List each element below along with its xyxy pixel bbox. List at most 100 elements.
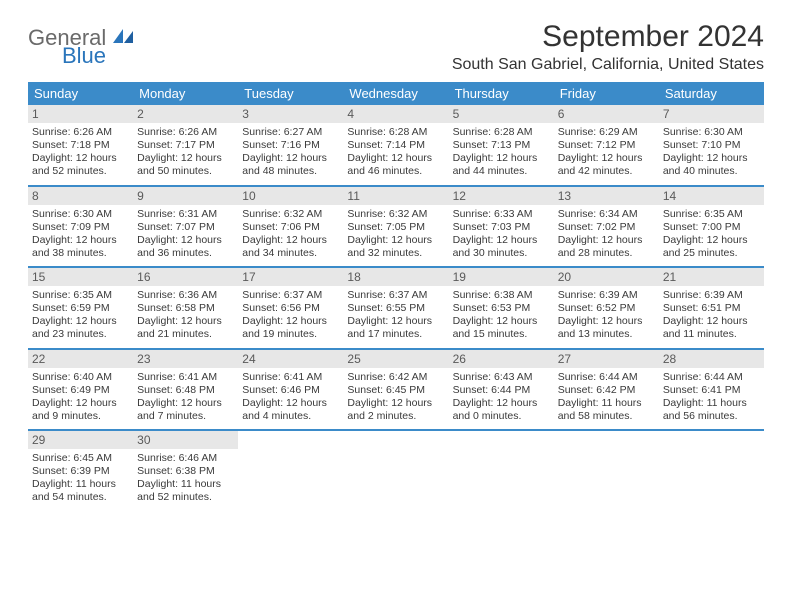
daylight-line: Daylight: 12 hours and 38 minutes.	[32, 234, 129, 260]
day-details: Sunrise: 6:38 AMSunset: 6:53 PMDaylight:…	[453, 289, 550, 342]
sunrise-line: Sunrise: 6:30 AM	[32, 208, 129, 221]
sunset-line: Sunset: 7:16 PM	[242, 139, 339, 152]
daylight-line: Daylight: 12 hours and 15 minutes.	[453, 315, 550, 341]
daylight-line: Daylight: 12 hours and 30 minutes.	[453, 234, 550, 260]
sunset-line: Sunset: 7:06 PM	[242, 221, 339, 234]
sunrise-line: Sunrise: 6:43 AM	[453, 371, 550, 384]
day-details: Sunrise: 6:39 AMSunset: 6:52 PMDaylight:…	[558, 289, 655, 342]
day-details: Sunrise: 6:44 AMSunset: 6:41 PMDaylight:…	[663, 371, 760, 424]
sunrise-line: Sunrise: 6:42 AM	[347, 371, 444, 384]
day-number: 21	[659, 268, 764, 286]
sunrise-line: Sunrise: 6:44 AM	[663, 371, 760, 384]
sunrise-line: Sunrise: 6:36 AM	[137, 289, 234, 302]
sunset-line: Sunset: 6:52 PM	[558, 302, 655, 315]
day-cell: 21Sunrise: 6:39 AMSunset: 6:51 PMDayligh…	[659, 268, 764, 348]
day-number: 26	[449, 350, 554, 368]
day-number: 28	[659, 350, 764, 368]
daylight-line: Daylight: 12 hours and 21 minutes.	[137, 315, 234, 341]
day-number: 11	[343, 187, 448, 205]
day-cell: 28 Sunrise: 6:44 AMSunset: 6:41 PMDayligh…	[659, 350, 764, 430]
weekday-header: Tuesday	[238, 82, 343, 105]
day-number: 17	[238, 268, 343, 286]
title-block: September 2024 South San Gabriel, Califo…	[452, 20, 764, 74]
day-number: 8	[28, 187, 133, 205]
day-number: 24	[238, 350, 343, 368]
daylight-line: Daylight: 12 hours and 19 minutes.	[242, 315, 339, 341]
daylight-line: Daylight: 12 hours and 28 minutes.	[558, 234, 655, 260]
daylight-line: Daylight: 12 hours and 42 minutes.	[558, 152, 655, 178]
sunset-line: Sunset: 6:55 PM	[347, 302, 444, 315]
sunrise-line: Sunrise: 6:39 AM	[663, 289, 760, 302]
day-details: Sunrise: 6:36 AMSunset: 6:58 PMDaylight:…	[137, 289, 234, 342]
day-details: Sunrise: 6:26 AMSunset: 7:17 PMDaylight:…	[137, 126, 234, 179]
day-number: 25	[343, 350, 448, 368]
day-details: Sunrise: 6:28 AMSunset: 7:14 PMDaylight:…	[347, 126, 444, 179]
weekday-header: Saturday	[659, 82, 764, 105]
calendar-grid: SundayMondayTuesdayWednesdayThursdayFrid…	[28, 82, 764, 511]
day-number: 19	[449, 268, 554, 286]
day-cell: 9 Sunrise: 6:31 AMSunset: 7:07 PMDaylight…	[133, 187, 238, 267]
day-cell: 4Sunrise: 6:28 AMSunset: 7:14 PMDaylight…	[343, 105, 448, 185]
day-details: Sunrise: 6:44 AMSunset: 6:42 PMDaylight:…	[558, 371, 655, 424]
sunrise-line: Sunrise: 6:41 AM	[242, 371, 339, 384]
day-details: Sunrise: 6:35 AMSunset: 7:00 PMDaylight:…	[663, 208, 760, 261]
sunrise-line: Sunrise: 6:26 AM	[32, 126, 129, 139]
sunrise-line: Sunrise: 6:35 AM	[32, 289, 129, 302]
sunset-line: Sunset: 6:39 PM	[32, 465, 129, 478]
daylight-line: Daylight: 12 hours and 52 minutes.	[32, 152, 129, 178]
brand-logo: General Blue	[28, 20, 135, 66]
sunset-line: Sunset: 7:10 PM	[663, 139, 760, 152]
sunrise-line: Sunrise: 6:26 AM	[137, 126, 234, 139]
daylight-line: Daylight: 12 hours and 50 minutes.	[137, 152, 234, 178]
sunset-line: Sunset: 6:44 PM	[453, 384, 550, 397]
sunrise-line: Sunrise: 6:40 AM	[32, 371, 129, 384]
day-cell: 17Sunrise: 6:37 AMSunset: 6:56 PMDayligh…	[238, 268, 343, 348]
day-number: 14	[659, 187, 764, 205]
day-number: 6	[554, 105, 659, 123]
day-details: Sunrise: 6:41 AMSunset: 6:48 PMDaylight:…	[137, 371, 234, 424]
sunset-line: Sunset: 6:45 PM	[347, 384, 444, 397]
day-cell: 29Sunrise: 6:45 AMSunset: 6:39 PMDayligh…	[28, 431, 133, 511]
sunset-line: Sunset: 6:59 PM	[32, 302, 129, 315]
daylight-line: Daylight: 11 hours and 58 minutes.	[558, 397, 655, 423]
day-number	[343, 431, 448, 449]
daylight-line: Daylight: 12 hours and 23 minutes.	[32, 315, 129, 341]
daylight-line: Daylight: 12 hours and 17 minutes.	[347, 315, 444, 341]
daylight-line: Daylight: 12 hours and 11 minutes.	[663, 315, 760, 341]
day-cell: 14 Sunrise: 6:35 AMSunset: 7:00 PMDayligh…	[659, 187, 764, 267]
daylight-line: Daylight: 12 hours and 9 minutes.	[32, 397, 129, 423]
sunset-line: Sunset: 6:49 PM	[32, 384, 129, 397]
day-cell: 2Sunrise: 6:26 AMSunset: 7:17 PMDaylight…	[133, 105, 238, 185]
weekday-header: Thursday	[449, 82, 554, 105]
week-row: 29Sunrise: 6:45 AMSunset: 6:39 PMDayligh…	[28, 431, 764, 511]
day-number: 7	[659, 105, 764, 123]
day-number: 10	[238, 187, 343, 205]
sunrise-line: Sunrise: 6:37 AM	[242, 289, 339, 302]
sunrise-line: Sunrise: 6:31 AM	[137, 208, 234, 221]
day-details: Sunrise: 6:35 AMSunset: 6:59 PMDaylight:…	[32, 289, 129, 342]
day-number: 1	[28, 105, 133, 123]
sunset-line: Sunset: 7:05 PM	[347, 221, 444, 234]
day-details: Sunrise: 6:30 AMSunset: 7:10 PMDaylight:…	[663, 126, 760, 179]
day-details: Sunrise: 6:31 AMSunset: 7:07 PMDaylight:…	[137, 208, 234, 261]
month-title: September 2024	[452, 20, 764, 54]
daylight-line: Daylight: 12 hours and 0 minutes.	[453, 397, 550, 423]
sunset-line: Sunset: 6:38 PM	[137, 465, 234, 478]
daylight-line: Daylight: 11 hours and 56 minutes.	[663, 397, 760, 423]
day-number: 30	[133, 431, 238, 449]
daylight-line: Daylight: 12 hours and 25 minutes.	[663, 234, 760, 260]
day-cell: 16Sunrise: 6:36 AMSunset: 6:58 PMDayligh…	[133, 268, 238, 348]
day-cell: 18Sunrise: 6:37 AMSunset: 6:55 PMDayligh…	[343, 268, 448, 348]
day-number: 9	[133, 187, 238, 205]
day-number: 3	[238, 105, 343, 123]
sunset-line: Sunset: 7:07 PM	[137, 221, 234, 234]
day-details: Sunrise: 6:32 AMSunset: 7:06 PMDaylight:…	[242, 208, 339, 261]
weekday-header: Monday	[133, 82, 238, 105]
day-cell	[554, 431, 659, 511]
day-cell: 10 Sunrise: 6:32 AMSunset: 7:06 PMDayligh…	[238, 187, 343, 267]
day-details: Sunrise: 6:46 AMSunset: 6:38 PMDaylight:…	[137, 452, 234, 505]
day-cell: 11Sunrise: 6:32 AMSunset: 7:05 PMDayligh…	[343, 187, 448, 267]
day-cell: 8Sunrise: 6:30 AMSunset: 7:09 PMDaylight…	[28, 187, 133, 267]
day-cell: 3Sunrise: 6:27 AMSunset: 7:16 PMDaylight…	[238, 105, 343, 185]
sunset-line: Sunset: 6:48 PM	[137, 384, 234, 397]
